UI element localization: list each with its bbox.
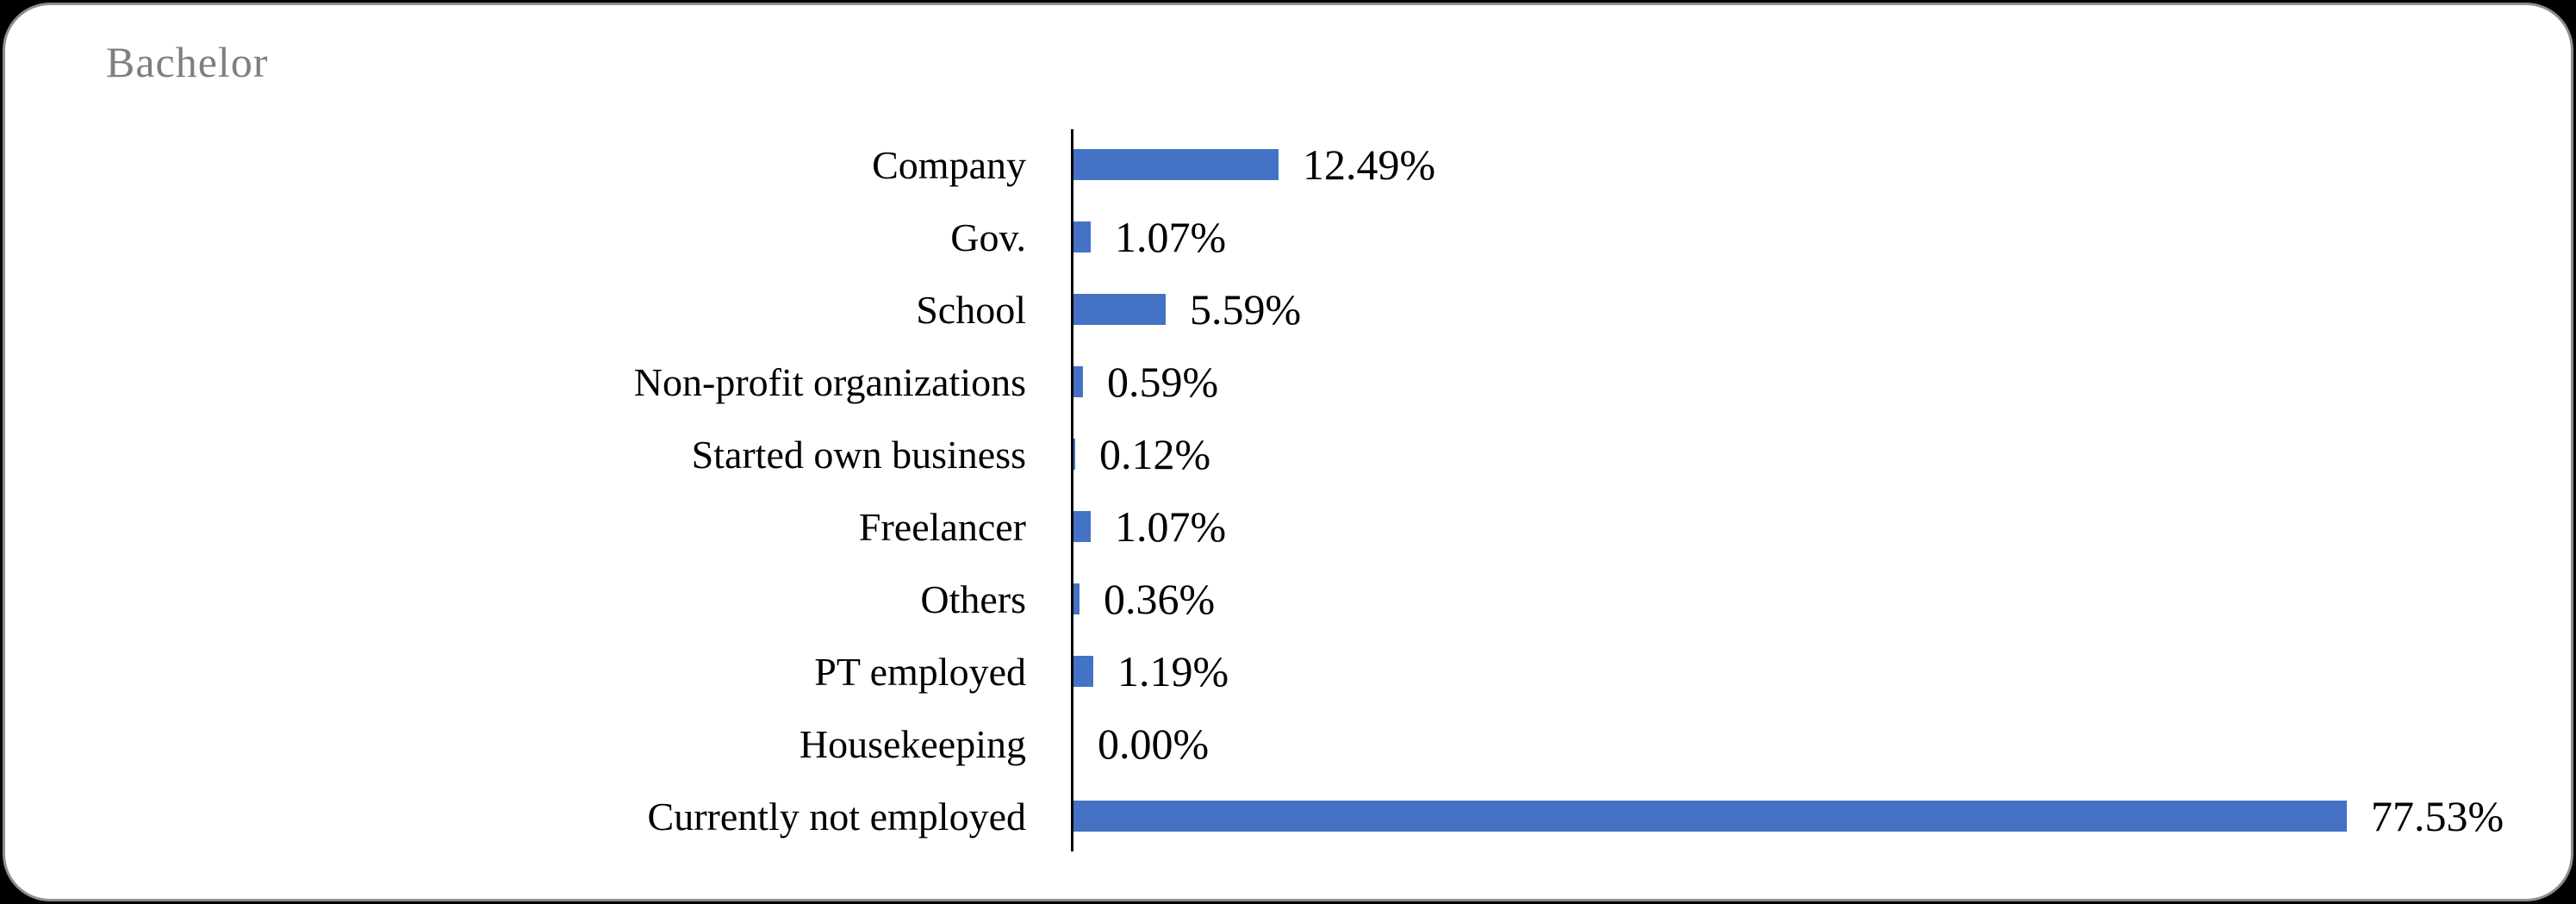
bar-chart-plot-area: Company 12.49% Gov. 1.07% School 5.59% Non-pro… [5,128,2576,852]
bar [1073,801,2347,832]
bar [1073,149,1279,180]
category-label: Currently not employed [647,794,1026,839]
chart-row: Started own business 0.12% [5,418,2576,490]
category-label: Non-profit organizations [633,359,1026,404]
bar [1073,511,1091,542]
category-label: Others [920,577,1026,621]
bar [1073,656,1093,687]
chart-row: Others 0.36% [5,563,2576,635]
value-label: 77.53% [2371,792,2504,840]
bar [1073,366,1083,397]
chart-title: Bachelor [106,38,269,86]
chart-row: Housekeeping 0.00% [5,708,2576,780]
category-axis-line [1071,129,1073,851]
value-label: 1.07% [1115,213,1227,261]
chart-row: School 5.59% [5,273,2576,346]
chart-row: PT employed 1.19% [5,635,2576,708]
value-label: 0.59% [1107,358,1219,406]
category-label: Gov. [950,215,1026,259]
category-label: Housekeeping [799,721,1026,766]
value-label: 0.36% [1104,575,1216,623]
category-label: PT employed [814,649,1026,694]
chart-row: Non-profit organizations 0.59% [5,346,2576,418]
value-label: 0.12% [1099,430,1211,478]
bar [1073,439,1075,470]
bar [1073,294,1166,325]
category-label: School [916,287,1026,332]
value-label: 12.49% [1303,140,1436,189]
value-label: 0.00% [1098,720,1210,768]
chart-card: Bachelor Company 12.49% Gov. 1.07% School 5.5… [3,3,2573,901]
chart-row: Freelancer 1.07% [5,490,2576,563]
category-label: Freelancer [858,504,1026,549]
value-label: 1.07% [1115,502,1227,551]
chart-row: Gov. 1.07% [5,201,2576,273]
value-label: 1.19% [1117,647,1229,695]
bar [1073,583,1080,614]
value-label: 5.59% [1190,285,1302,334]
category-label: Started own business [691,432,1026,477]
chart-row: Company 12.49% [5,128,2576,201]
bar [1073,221,1091,252]
chart-row: Currently not employed 77.53% [5,780,2576,852]
category-label: Company [872,142,1026,187]
